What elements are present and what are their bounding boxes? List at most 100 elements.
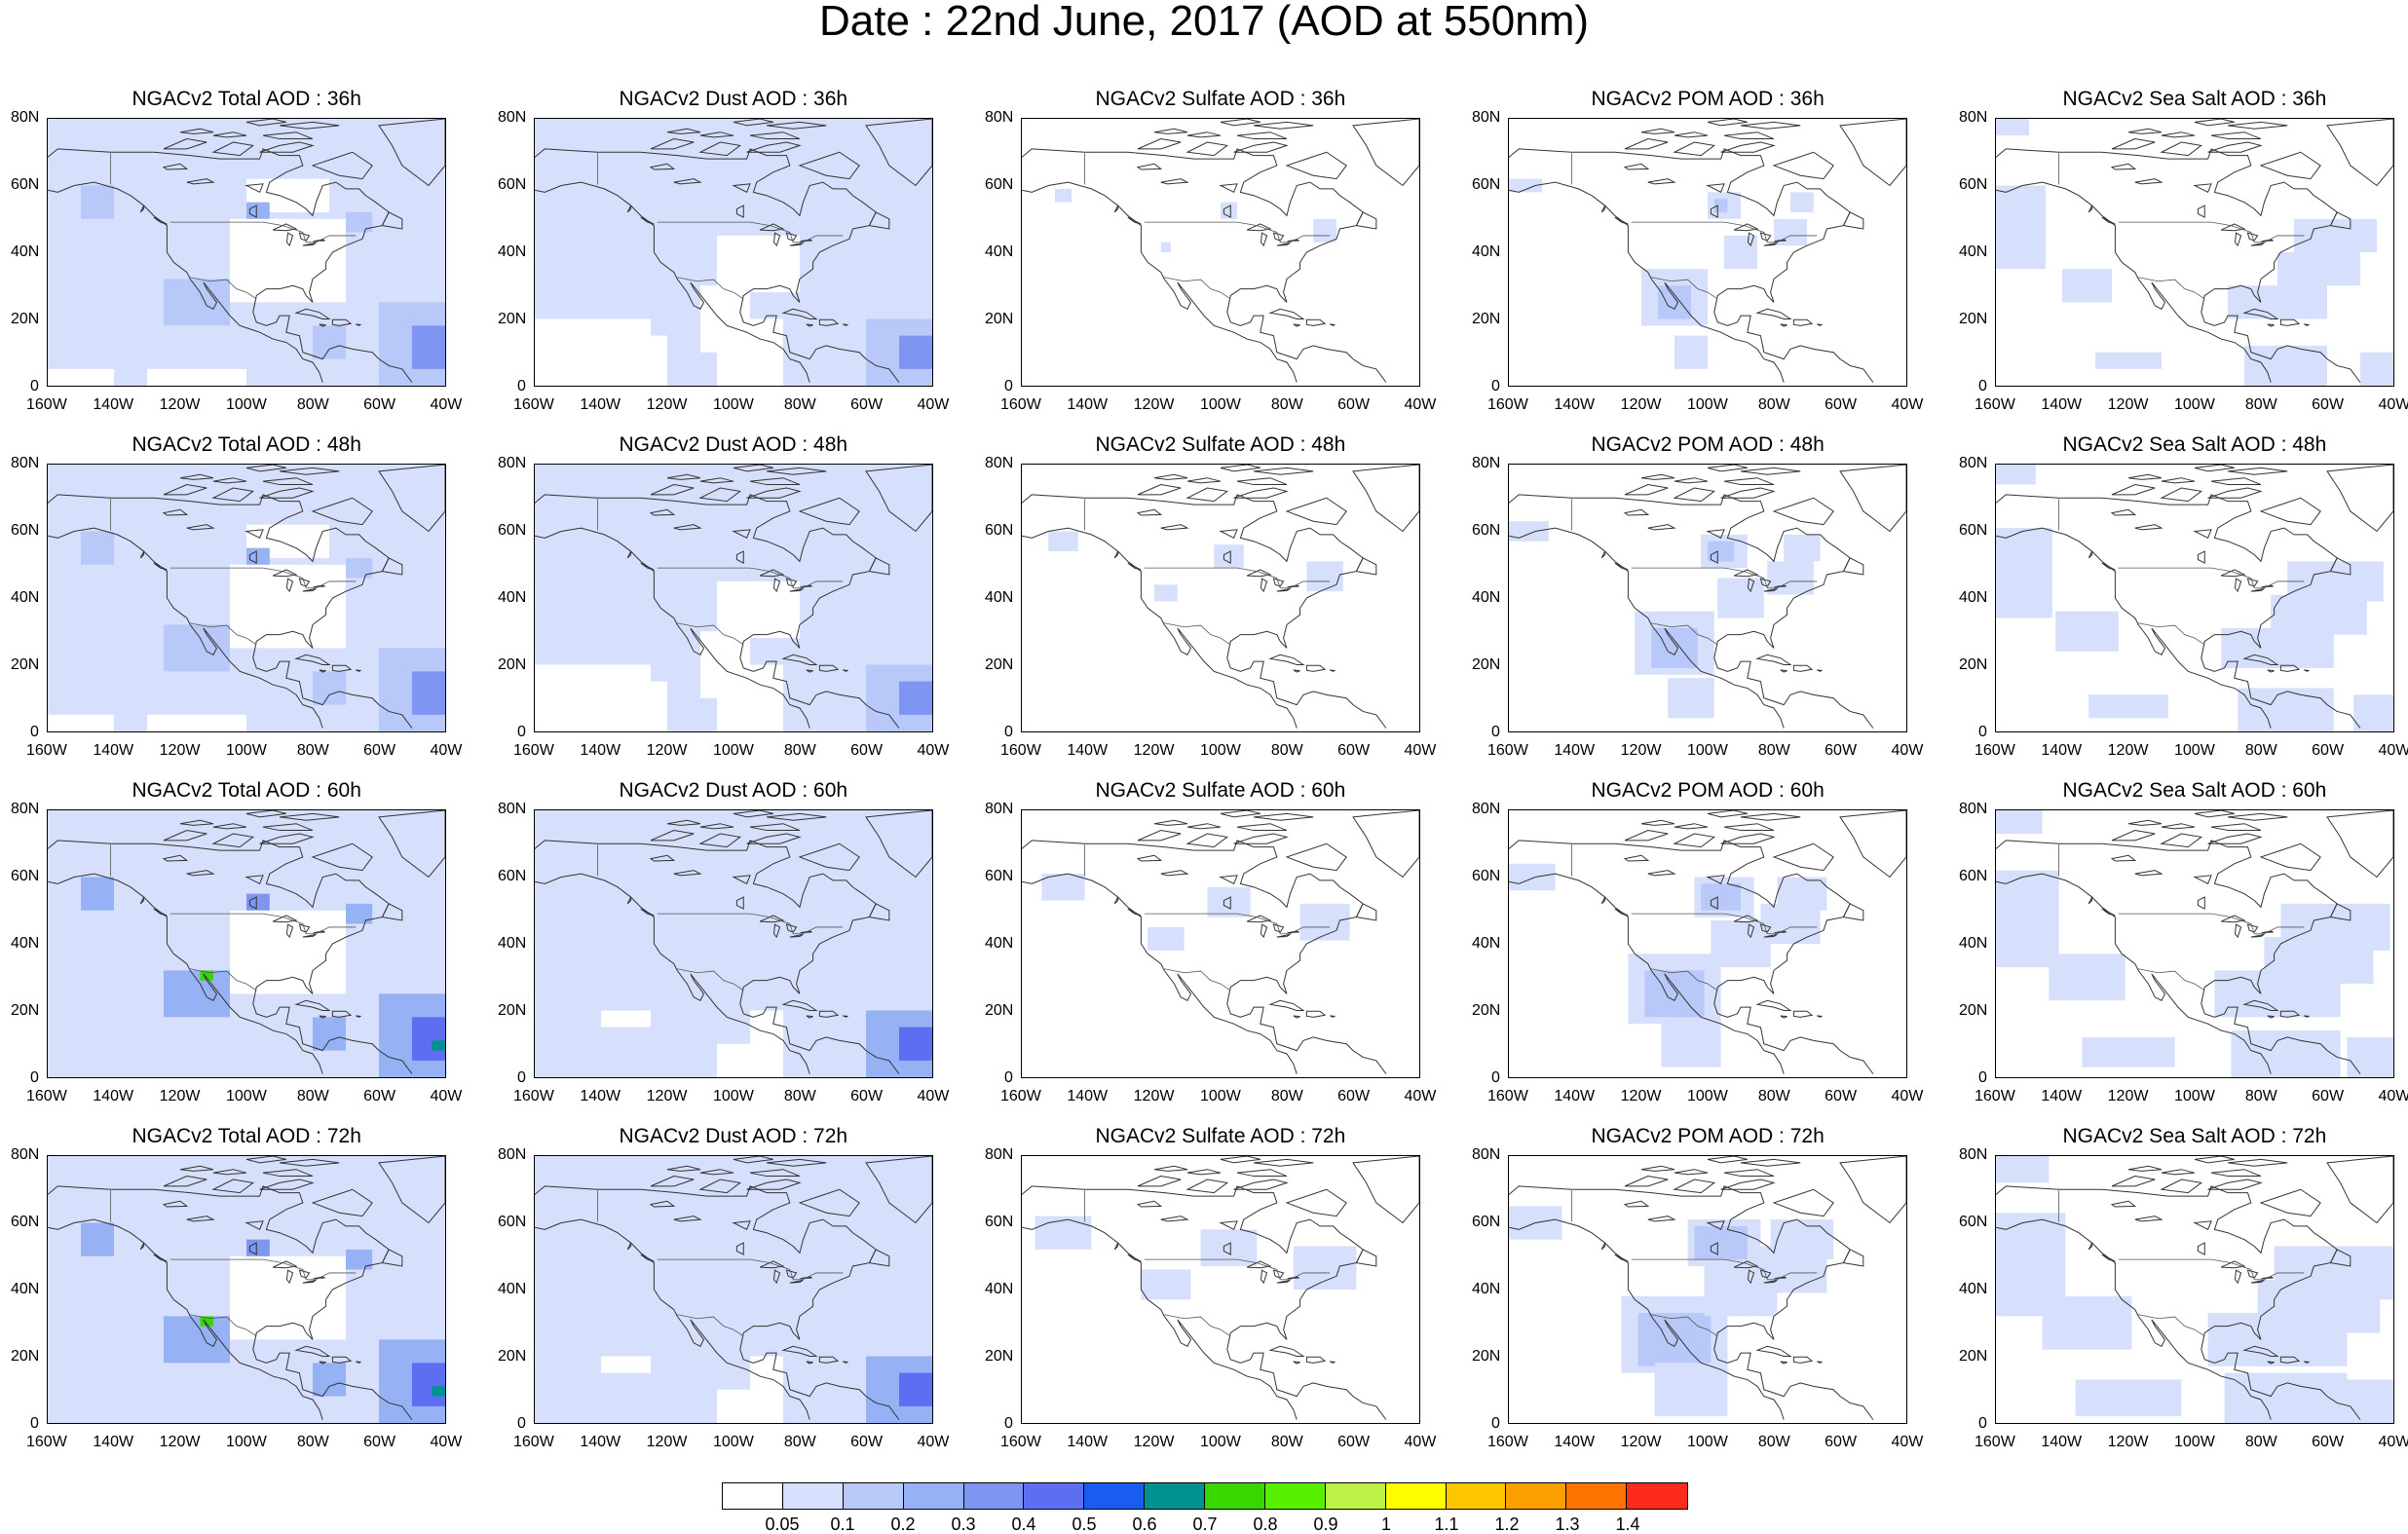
coastline xyxy=(1247,570,1270,577)
lat-tick-label: 60N xyxy=(985,1215,1013,1230)
coastline xyxy=(2162,132,2195,137)
aod-cell xyxy=(2049,954,2125,1000)
coastline xyxy=(2195,810,2235,817)
lon-tick-label: 80W xyxy=(1271,397,1303,413)
panel-title: NGACv2 Dust AOD : 36h xyxy=(620,89,848,110)
coastline xyxy=(1138,1201,1161,1207)
coastline xyxy=(1674,834,1714,847)
aod-cell xyxy=(48,1061,114,1077)
colorbar-label: 1 xyxy=(1381,1515,1391,1533)
lat-tick-label: 20N xyxy=(498,312,526,327)
coastline xyxy=(2211,1170,2261,1177)
coastline xyxy=(2327,1156,2393,1223)
lat-tick-label: 20N xyxy=(11,1349,39,1365)
aod-cell xyxy=(147,1406,246,1423)
lat-tick-label: 0 xyxy=(30,1416,39,1432)
lat-tick-label: 0 xyxy=(1491,1416,1500,1432)
lat-tick-label: 60N xyxy=(1472,869,1500,884)
coastline xyxy=(1353,119,1419,186)
coastline xyxy=(2128,1166,2162,1171)
lon-tick-label: 40W xyxy=(1892,743,1924,759)
aod-cell xyxy=(1701,883,1741,910)
aod-cell xyxy=(1201,1229,1258,1266)
coastline xyxy=(2195,1221,2211,1230)
panel-title: NGACv2 Dust AOD : 48h xyxy=(620,434,848,456)
coastline xyxy=(1260,1270,1266,1283)
coastline xyxy=(1817,670,1822,671)
political-border xyxy=(2119,222,2304,243)
aod-field xyxy=(1509,1206,1833,1416)
coastline xyxy=(2228,122,2287,129)
lon-tick-label: 40W xyxy=(1405,743,1437,759)
coastline xyxy=(1270,655,1303,664)
aod-field xyxy=(1041,874,1349,951)
lon-tick-label: 80W xyxy=(784,1435,816,1450)
aod-cell xyxy=(147,369,246,386)
coastline xyxy=(1781,670,1787,672)
coastline xyxy=(2327,465,2393,532)
coastline xyxy=(1221,1221,1237,1230)
lon-tick-label: 120W xyxy=(647,1435,688,1450)
lat-tick-label: 80N xyxy=(985,802,1013,817)
lon-tick-label: 120W xyxy=(160,397,201,413)
lon-tick-label: 100W xyxy=(1200,397,1241,413)
coastline xyxy=(1757,1000,1790,1010)
coastline xyxy=(1161,525,1187,530)
lat-tick-label: 20N xyxy=(498,1349,526,1365)
aod-cell xyxy=(2341,1379,2393,1423)
map-canvas xyxy=(48,465,445,731)
aod-field xyxy=(1048,532,1343,602)
aod-cell xyxy=(899,682,932,715)
lat-tick-label: 40N xyxy=(11,936,39,952)
lat-tick-label: 40N xyxy=(1959,244,1987,260)
lon-tick-label: 140W xyxy=(2041,743,2082,759)
coastline xyxy=(1724,478,1774,485)
aod-cell xyxy=(230,1256,346,1340)
colorbar-label: 0.6 xyxy=(1133,1515,1157,1533)
colorbar-label: 0.2 xyxy=(891,1515,916,1533)
coastline xyxy=(1793,665,1812,671)
political-border xyxy=(1164,1315,1230,1336)
coastline xyxy=(2088,897,2091,904)
colorbar-label: 0.5 xyxy=(1072,1515,1097,1533)
coastline xyxy=(1114,206,1117,212)
panel-title: NGACv2 Total AOD : 36h xyxy=(132,89,361,110)
lon-tick-label: 160W xyxy=(1000,1435,1041,1450)
map-panel-total-36h xyxy=(47,118,446,387)
coastline xyxy=(1128,217,1142,224)
lon-tick-label: 160W xyxy=(26,1435,67,1450)
lat-tick-label: 60N xyxy=(985,523,1013,539)
lon-tick-label: 120W xyxy=(647,397,688,413)
colorbar-swatch xyxy=(1506,1483,1566,1509)
lon-tick-label: 80W xyxy=(2245,397,2277,413)
coastline xyxy=(1022,871,1297,1074)
lon-tick-label: 140W xyxy=(580,1089,621,1104)
lon-tick-label: 60W xyxy=(850,1435,883,1450)
coastline xyxy=(2235,1270,2240,1283)
coastline xyxy=(1843,212,1862,229)
aod-cell xyxy=(1996,119,2029,135)
coastline xyxy=(1128,1254,1142,1261)
lon-tick-label: 100W xyxy=(2174,743,2215,759)
coastline xyxy=(2112,164,2135,169)
map-canvas xyxy=(535,119,932,386)
coastline xyxy=(1128,909,1142,916)
map-canvas xyxy=(48,119,445,386)
aod-cell xyxy=(601,1373,667,1423)
lat-tick-label: 20N xyxy=(498,657,526,673)
coastline xyxy=(2162,1170,2195,1175)
map-canvas xyxy=(1996,465,2393,731)
aod-cell xyxy=(601,1028,667,1077)
coastline xyxy=(1277,1280,1291,1283)
coastline xyxy=(1161,179,1187,184)
colorbar-swatch xyxy=(844,1483,904,1509)
aod-cell xyxy=(412,1017,445,1061)
coastline xyxy=(1187,142,1227,156)
aod-cell xyxy=(412,1363,445,1406)
coastline xyxy=(1741,1159,1800,1166)
lon-tick-label: 160W xyxy=(26,397,67,413)
coastline xyxy=(2102,563,2116,570)
coastline xyxy=(1781,1362,1787,1364)
coastline xyxy=(1306,1011,1325,1017)
panel-title: NGACv2 Sulfate AOD : 48h xyxy=(1096,434,1346,456)
